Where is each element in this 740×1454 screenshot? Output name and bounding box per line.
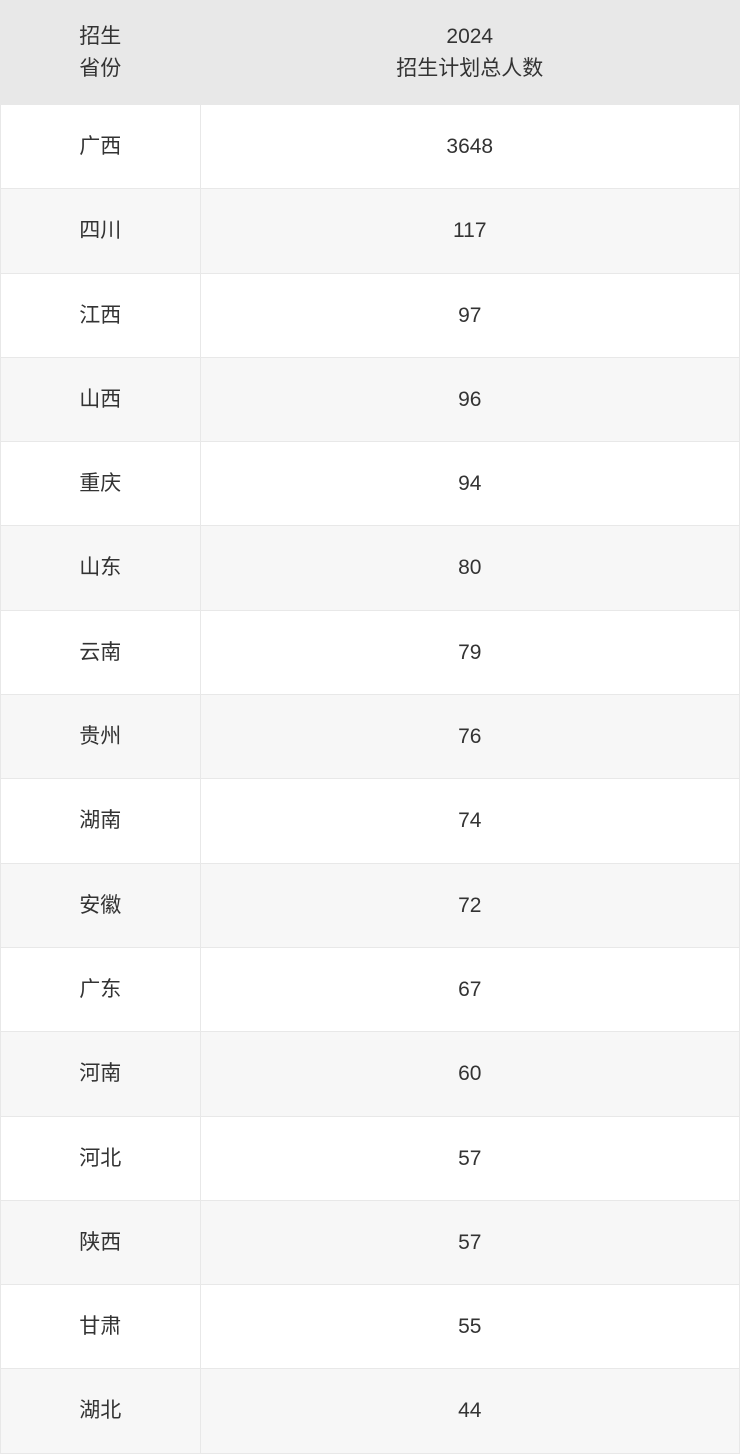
cell-count: 97 (200, 273, 739, 357)
enrollment-table: 招生 省份 2024 招生计划总人数 广西 3648 四川 117 江西 97 … (0, 0, 740, 1454)
cell-count: 3648 (200, 105, 739, 189)
cell-count: 60 (200, 1032, 739, 1116)
cell-province: 山西 (1, 357, 201, 441)
cell-province: 安徽 (1, 863, 201, 947)
cell-count: 76 (200, 695, 739, 779)
table-row: 湖南 74 (1, 779, 740, 863)
header-count: 2024 招生计划总人数 (200, 1, 739, 105)
cell-count: 72 (200, 863, 739, 947)
cell-count: 96 (200, 357, 739, 441)
table-row: 广东 67 (1, 947, 740, 1031)
cell-count: 44 (200, 1369, 739, 1453)
cell-count: 74 (200, 779, 739, 863)
cell-province: 贵州 (1, 695, 201, 779)
cell-count: 55 (200, 1285, 739, 1369)
header-count-line1: 2024 (446, 25, 493, 48)
cell-province: 甘肃 (1, 1285, 201, 1369)
table-row: 山西 96 (1, 357, 740, 441)
cell-province: 河北 (1, 1116, 201, 1200)
cell-province: 广东 (1, 947, 201, 1031)
cell-count: 57 (200, 1116, 739, 1200)
cell-count: 67 (200, 947, 739, 1031)
table-row: 贵州 76 (1, 695, 740, 779)
cell-province: 云南 (1, 610, 201, 694)
cell-province: 四川 (1, 189, 201, 273)
cell-count: 80 (200, 526, 739, 610)
table-row: 陕西 57 (1, 1200, 740, 1284)
table-body: 广西 3648 四川 117 江西 97 山西 96 重庆 94 山东 80 云… (1, 105, 740, 1454)
table-row: 河南 60 (1, 1032, 740, 1116)
cell-province: 河南 (1, 1032, 201, 1116)
header-province: 招生 省份 (1, 1, 201, 105)
cell-count: 117 (200, 189, 739, 273)
table-row: 安徽 72 (1, 863, 740, 947)
table-row: 江西 97 (1, 273, 740, 357)
cell-province: 广西 (1, 105, 201, 189)
header-province-line1: 招生 (79, 25, 121, 48)
table-row: 四川 117 (1, 189, 740, 273)
table-header-row: 招生 省份 2024 招生计划总人数 (1, 1, 740, 105)
cell-count: 94 (200, 442, 739, 526)
table-row: 重庆 94 (1, 442, 740, 526)
cell-province: 山东 (1, 526, 201, 610)
cell-count: 57 (200, 1200, 739, 1284)
header-count-line2: 招生计划总人数 (396, 57, 543, 80)
cell-count: 79 (200, 610, 739, 694)
cell-province: 湖北 (1, 1369, 201, 1453)
table-row: 湖北 44 (1, 1369, 740, 1453)
table-row: 甘肃 55 (1, 1285, 740, 1369)
table-row: 云南 79 (1, 610, 740, 694)
cell-province: 湖南 (1, 779, 201, 863)
cell-province: 江西 (1, 273, 201, 357)
header-province-line2: 省份 (79, 57, 121, 80)
table-row: 山东 80 (1, 526, 740, 610)
table-row: 广西 3648 (1, 105, 740, 189)
table-row: 河北 57 (1, 1116, 740, 1200)
cell-province: 重庆 (1, 442, 201, 526)
cell-province: 陕西 (1, 1200, 201, 1284)
